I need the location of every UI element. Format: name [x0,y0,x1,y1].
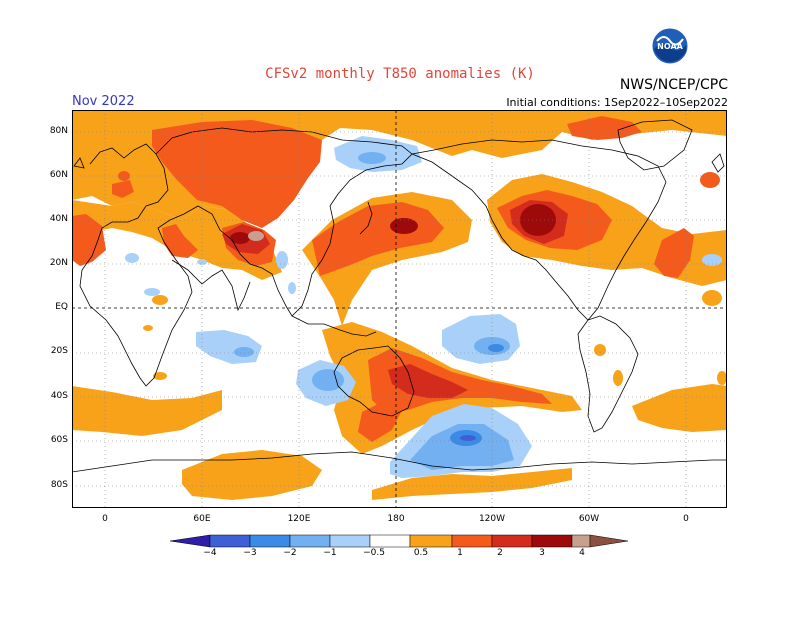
lon-label: 180 [387,514,405,524]
lon-label: 0 [102,514,108,524]
lat-label: 40N [49,214,68,224]
colorbar-label: 3 [539,548,545,558]
colorbar-label: −3 [243,548,257,558]
colorbar-label: 0.5 [413,548,429,558]
anomaly-warm-3 [230,204,556,244]
noaa-logo: NOAA [651,27,689,65]
svg-text:NOAA: NOAA [657,42,683,51]
colorbar-label: −1 [323,548,337,558]
lat-label: 20S [50,346,68,356]
lat-label: 40S [50,391,68,401]
colorbar-label: −2 [283,548,297,558]
lat-label: EQ [55,302,68,312]
lon-label: 0 [683,514,689,524]
lat-label: 20N [49,258,68,268]
colorbar-label: 4 [579,548,585,558]
lon-label: 120W [478,514,506,524]
colorbar-label: −4 [203,548,217,558]
map-border [72,110,727,508]
lat-label: 80N [49,126,68,136]
agency-label: NWS/NCEP/CPC [619,77,728,93]
lon-label: 60W [578,514,600,524]
lat-label: 60S [50,435,68,445]
forecast-month: Nov 2022 [72,94,135,109]
coastlines [72,119,727,473]
anomaly-warm-4 [248,231,264,241]
noaa-logo-icon: NOAA [651,27,689,65]
lon-label: 60E [193,514,211,524]
colorbar-svg [169,534,629,548]
lat-label: 80S [50,480,68,490]
colorbar-label: 2 [497,548,503,558]
lon-label: 120E [287,514,311,524]
anomaly-cool-3 [460,435,476,441]
colorbar [169,533,630,548]
anomaly-map [72,110,727,508]
colorbar-label: −0.5 [363,548,385,558]
reference-lines [72,110,727,508]
anomaly-map-svg [72,110,727,508]
colorbar-label: 1 [457,548,463,558]
map-title: CFSv2 monthly T850 anomalies (K) [265,66,535,82]
lat-label: 60N [49,170,68,180]
initial-conditions: Initial conditions: 1Sep2022–10Sep2022 [506,96,728,109]
